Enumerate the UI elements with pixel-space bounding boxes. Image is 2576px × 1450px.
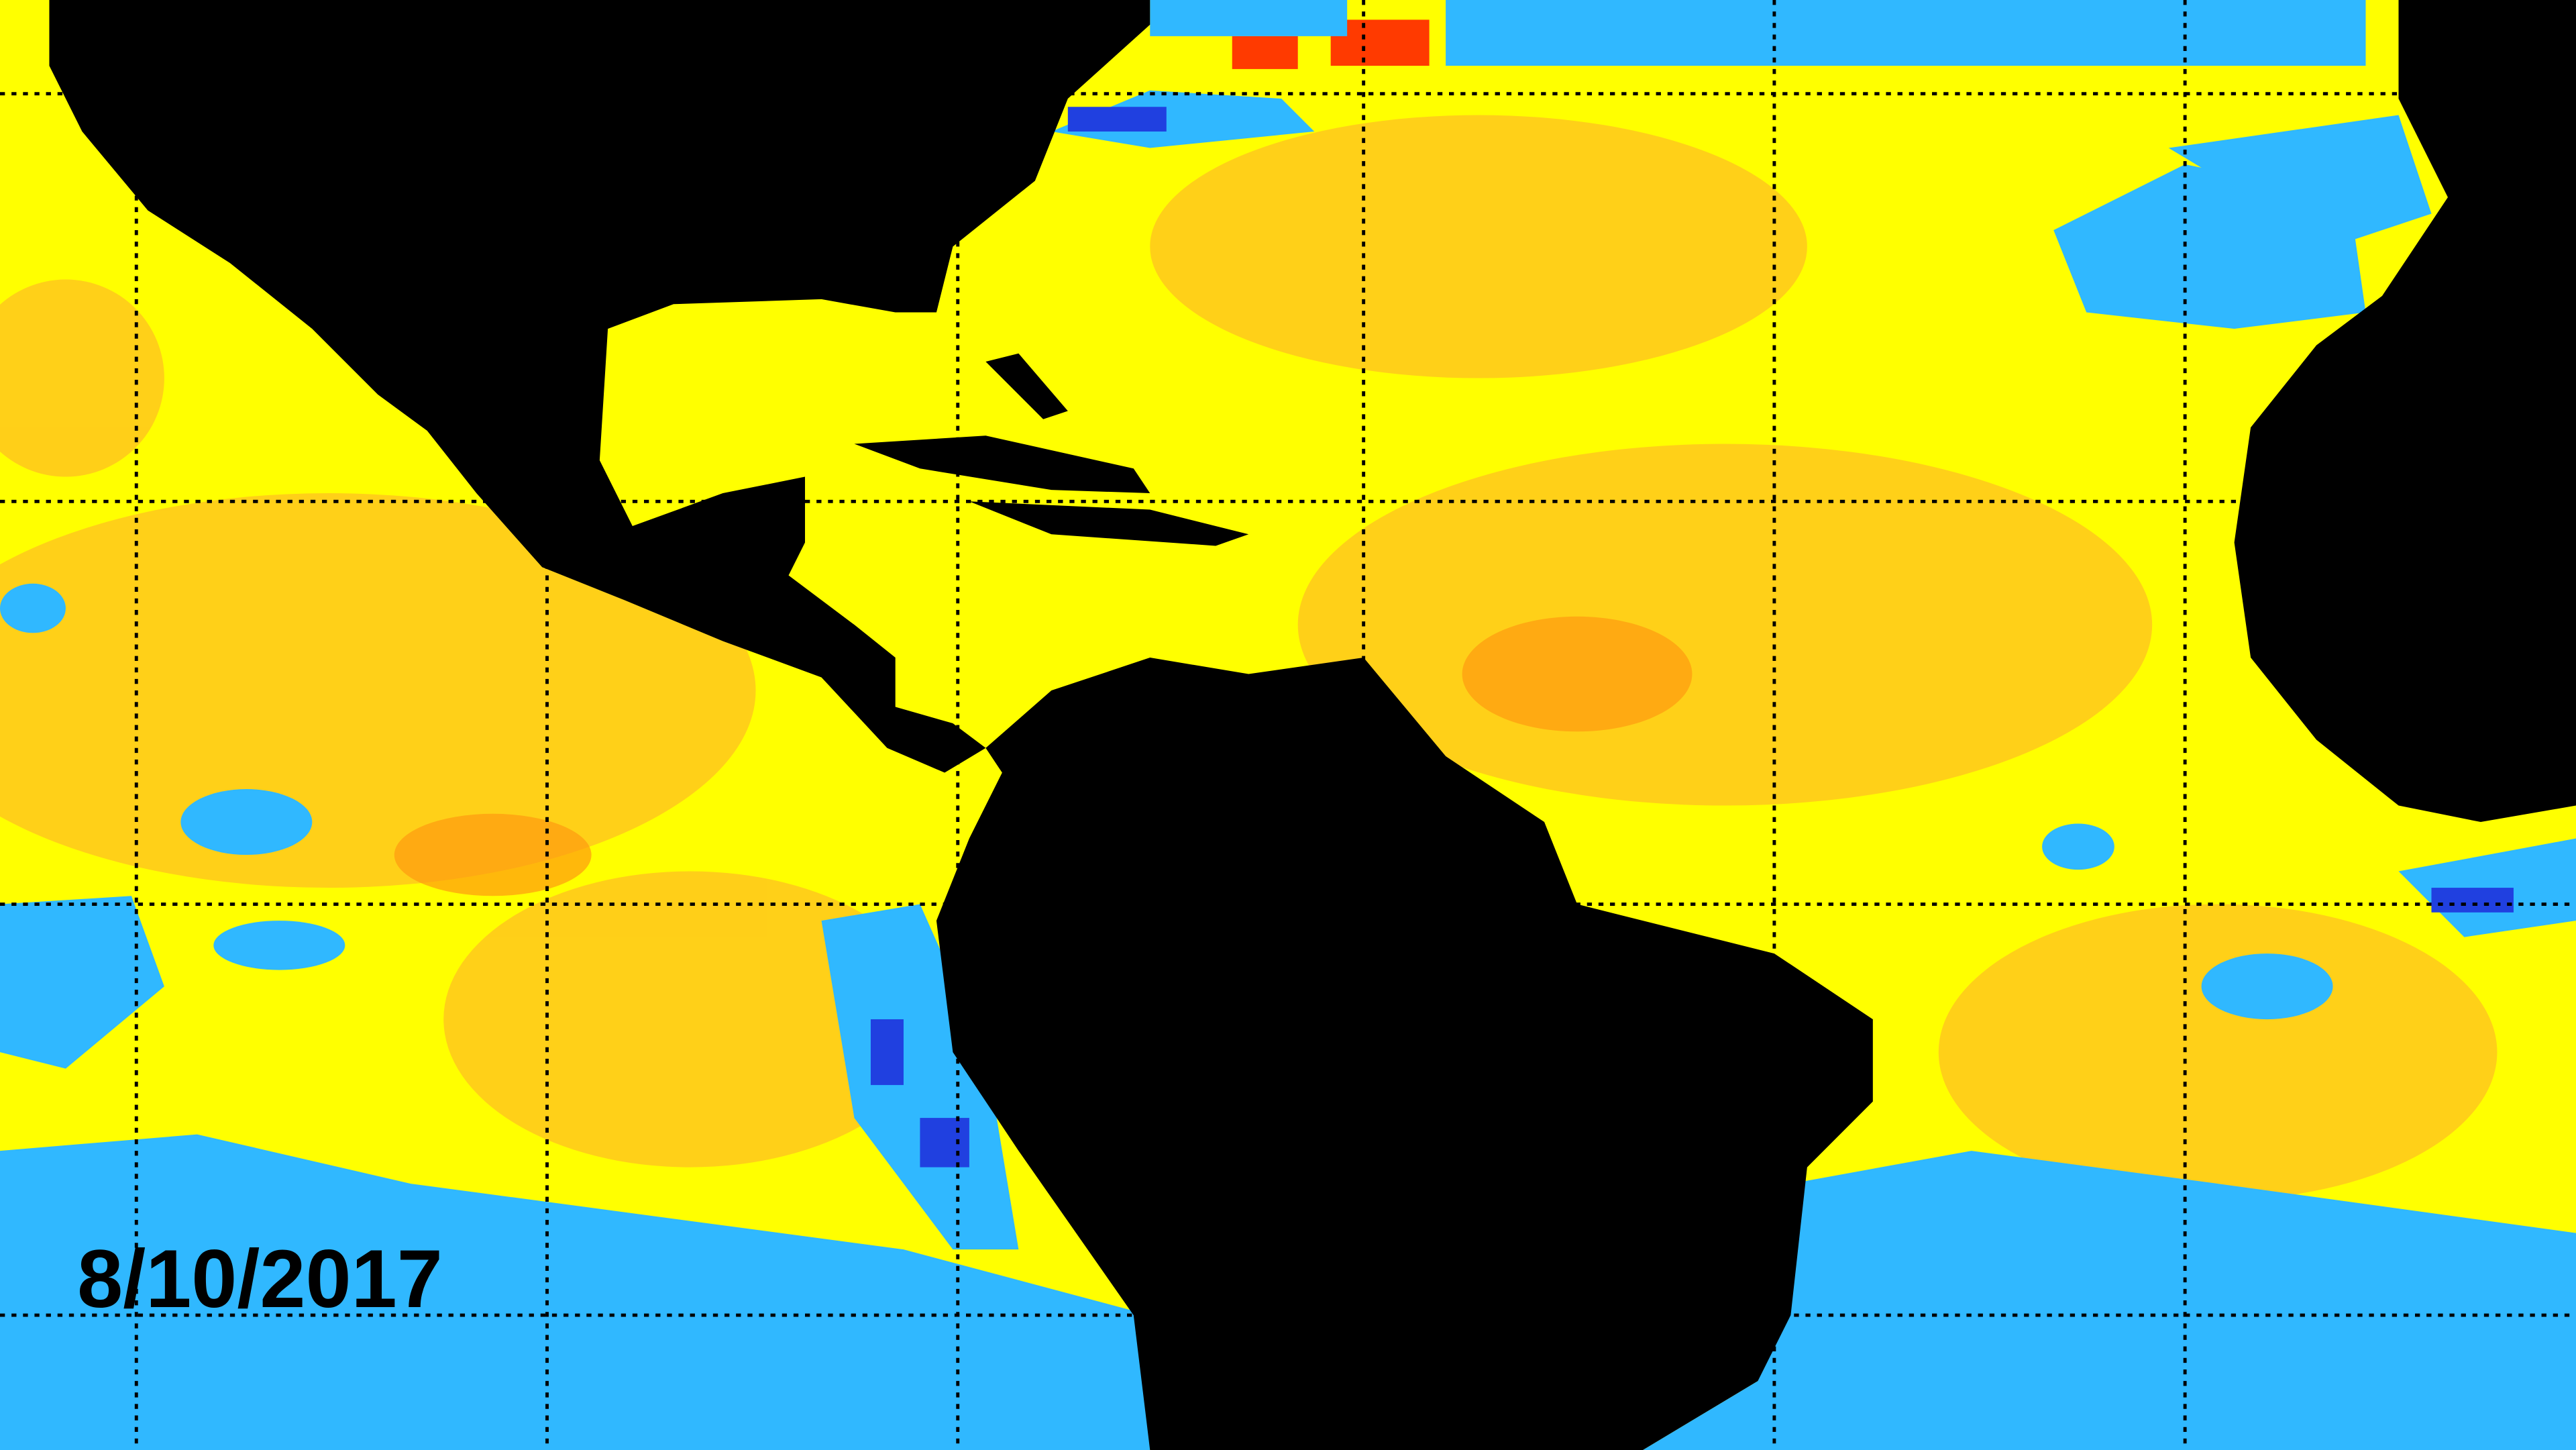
cold-areas <box>870 107 2514 1168</box>
hot-areas <box>394 616 1693 896</box>
south-america <box>936 658 1873 1450</box>
land <box>49 0 2576 1450</box>
caribbean-islands <box>854 353 1249 546</box>
north-america <box>49 0 1150 773</box>
warm-areas <box>0 115 2498 1200</box>
africa <box>2234 0 2576 823</box>
date-label: 8/10/2017 <box>77 1233 443 1325</box>
